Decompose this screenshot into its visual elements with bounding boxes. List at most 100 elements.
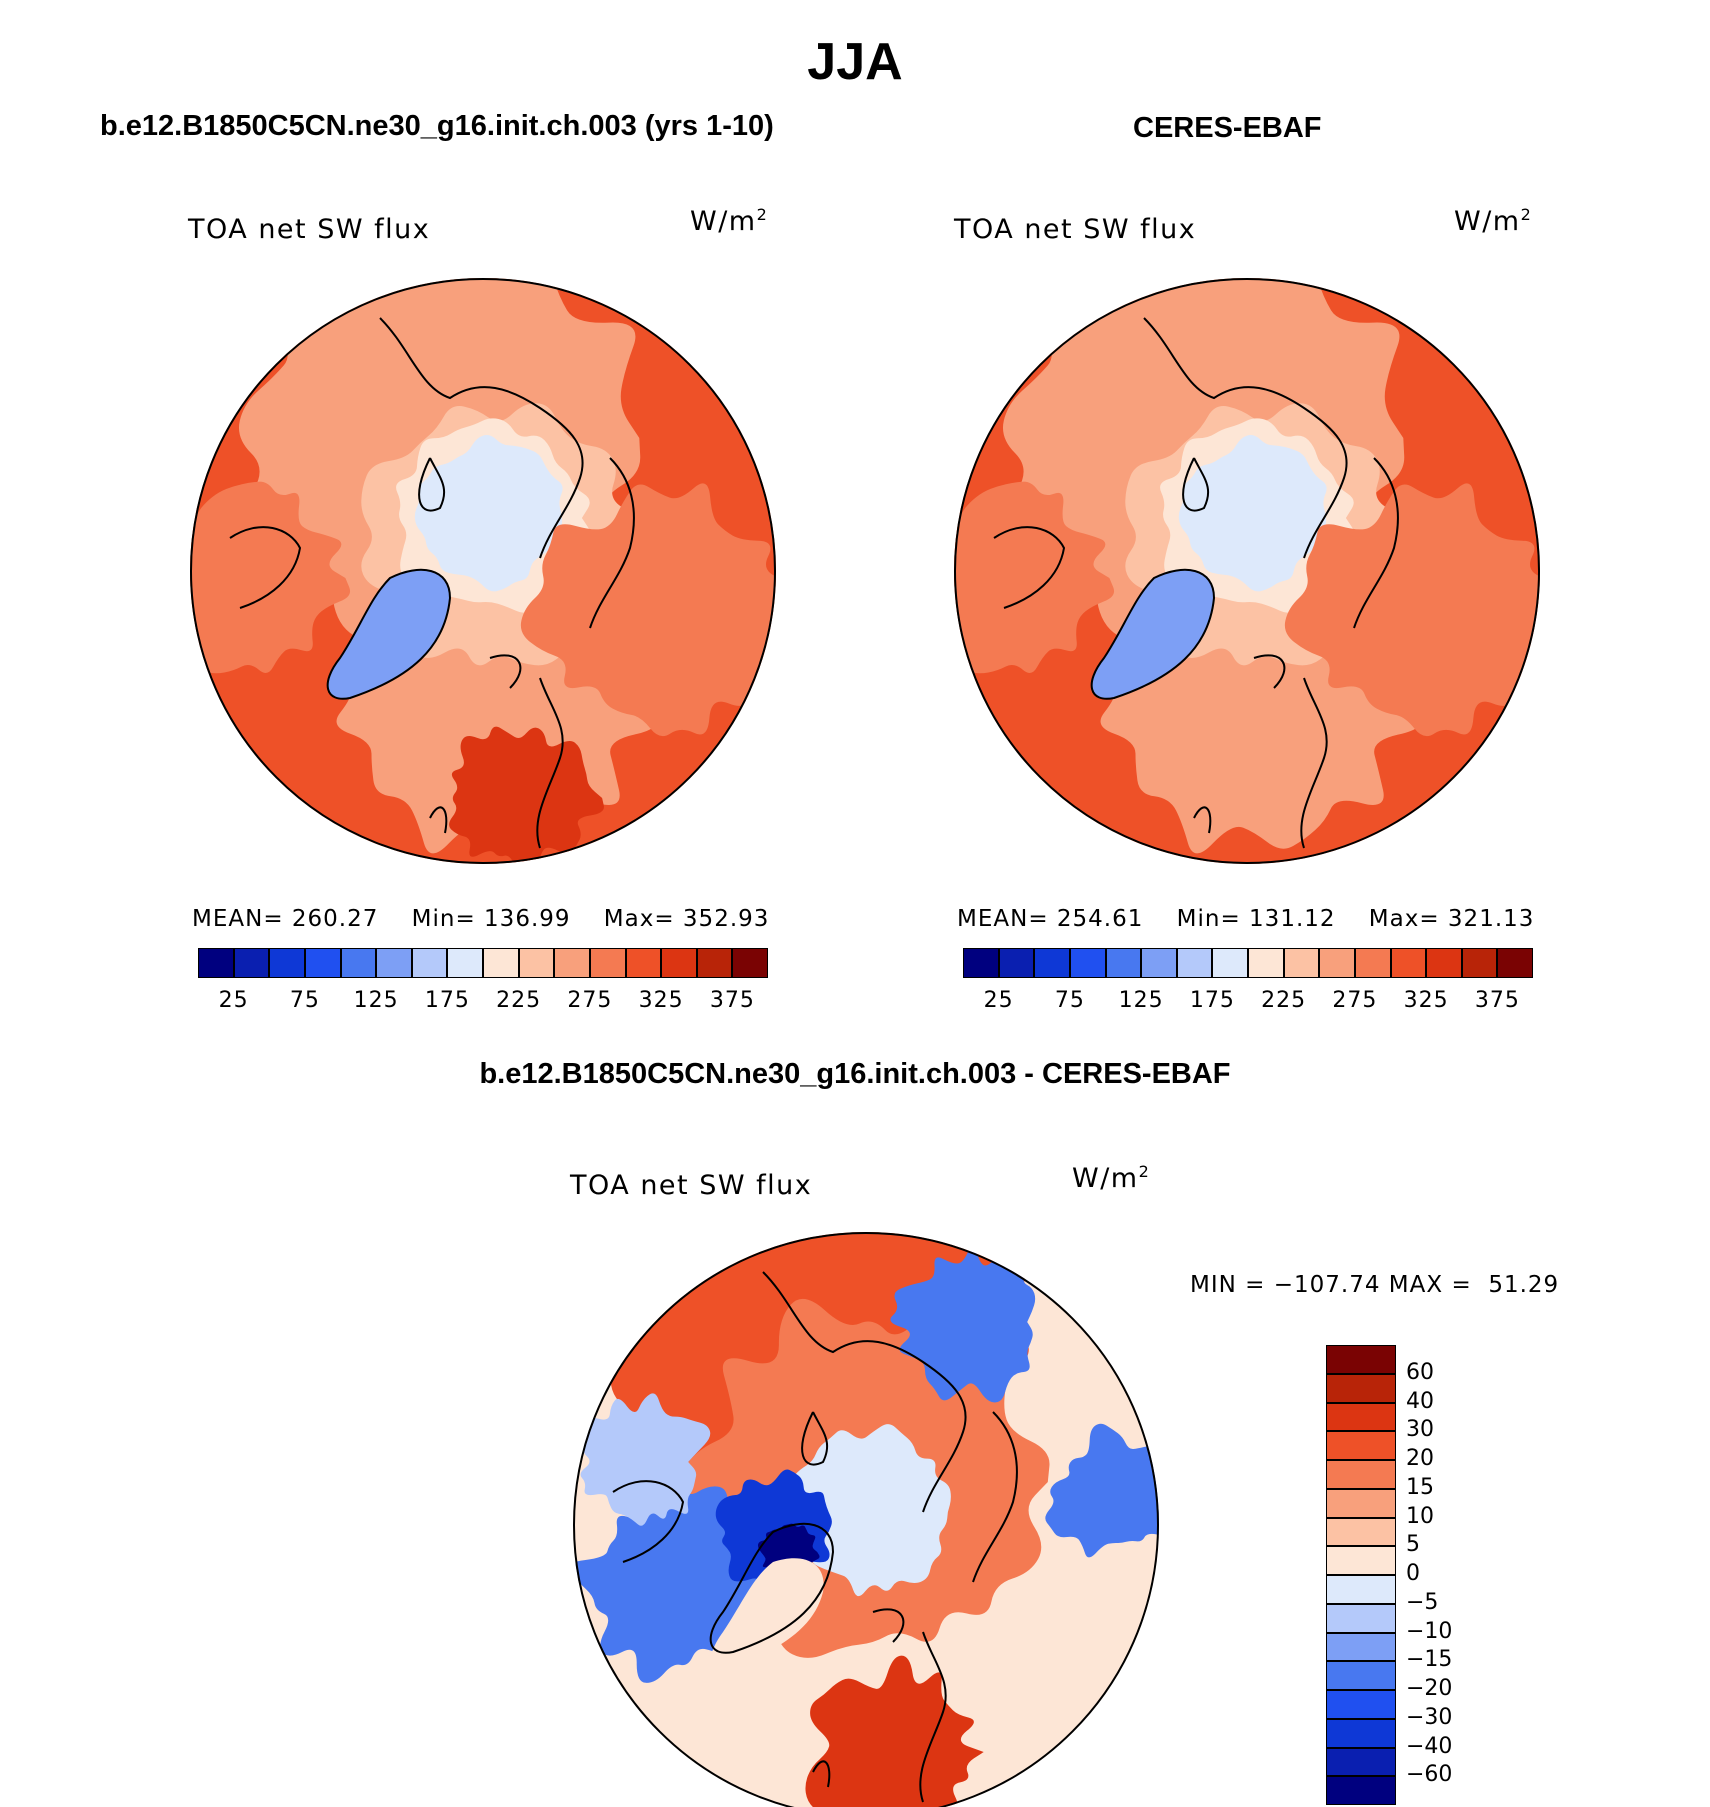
model-variable-label: TOA net SW flux	[188, 214, 431, 245]
obs-max: 321.13	[1447, 906, 1535, 932]
obs-polar-map	[954, 278, 1540, 864]
model-colorbar-box	[376, 948, 412, 978]
coastline-layer	[993, 317, 1399, 849]
obs-colorbar-box	[1390, 948, 1427, 978]
model-colorbar-tick-label: 175	[424, 988, 470, 1013]
diff-colorbar-box	[1326, 1690, 1396, 1719]
coastline	[812, 1760, 831, 1788]
obs-colorbar-tick-label: 375	[1474, 988, 1520, 1013]
obs-min: 131.12	[1249, 906, 1336, 932]
diff-polar-map	[573, 1232, 1159, 1807]
obs-colorbar-tick-label: 25	[983, 988, 1014, 1013]
coastline	[762, 1271, 967, 1513]
diff-colorbar-box	[1326, 1517, 1396, 1547]
diff-colorbar-tick-label: 20	[1406, 1446, 1434, 1471]
diff-colorbar-tick-label: 10	[1406, 1503, 1434, 1529]
greenland-contour	[709, 1558, 824, 1673]
coastline	[1253, 654, 1286, 689]
obs-colorbar-box	[998, 948, 1035, 978]
obs-colorbar-tick-label: 75	[1054, 988, 1085, 1013]
model-polar-map	[190, 278, 776, 864]
diff-colorbar-box	[1326, 1546, 1396, 1575]
model-colorbar-box	[198, 948, 234, 978]
model-colorbar-ticks: 25 75 125 175 225 275 325 375	[198, 988, 768, 1018]
obs-colorbar-box	[963, 948, 999, 978]
obs-mean: 254.61	[1056, 906, 1144, 932]
obs-colorbar-box	[1319, 948, 1355, 978]
greenland-contour	[327, 569, 450, 699]
coastline	[1182, 457, 1210, 512]
obs-stats: MEAN= 254.61 Min= 131.12 Max= 321.13	[957, 906, 1535, 932]
model-colorbar-box	[696, 948, 733, 978]
coastline-layer	[612, 1271, 1018, 1803]
diff-colorbar-box	[1326, 1431, 1396, 1460]
diff-colorbar-tick-label: 30	[1406, 1417, 1434, 1443]
diff-stats: MIN = −107.74 MAX = 51.29	[1190, 1272, 1560, 1298]
coastline	[589, 457, 635, 629]
map-boundary-circle	[954, 278, 1540, 864]
model-colorbar-box	[304, 948, 341, 978]
coastline	[379, 317, 584, 559]
model-colorbar-tick-label: 25	[218, 988, 249, 1013]
obs-colorbar-box	[1069, 948, 1106, 978]
obs-colorbar-ticks: 25 75 125 175 225 275 325 375	[963, 988, 1533, 1018]
diff-colorbar-tick-label: 5	[1406, 1532, 1420, 1558]
map-contour	[1178, 434, 1327, 592]
model-min: 136.99	[484, 906, 571, 932]
coastline	[993, 526, 1066, 609]
diff-max: 51.29	[1488, 1272, 1560, 1298]
diff-colorbar-box	[1326, 1402, 1396, 1432]
diff-colorbar-tick-label: −10	[1406, 1618, 1453, 1644]
model-colorbar-tick-label: 275	[567, 988, 613, 1013]
figure-title: JJA	[807, 33, 903, 91]
coastline	[972, 1411, 1018, 1583]
model-colorbar-box	[625, 948, 662, 978]
obs-panel-title: CERES-EBAF	[1133, 112, 1322, 144]
diff-colorbar-box	[1326, 1575, 1396, 1604]
coastline	[872, 1608, 905, 1643]
obs-colorbar-box	[1354, 948, 1391, 978]
diff-colorbar-box	[1326, 1603, 1396, 1633]
diff-colorbar-box	[1326, 1373, 1396, 1403]
coastline	[1353, 457, 1399, 629]
greenland-coastline	[326, 568, 452, 700]
model-colorbar-tick-label: 125	[353, 988, 399, 1013]
model-colorbar-box	[483, 948, 519, 978]
obs-colorbar-box	[1283, 948, 1320, 978]
coastline	[536, 677, 564, 849]
coastline	[1300, 677, 1328, 849]
diff-panel-title: b.e12.B1850C5CN.ne30_g16.init.ch.003 - C…	[479, 1058, 1231, 1090]
diff-colorbar-tick-label: −30	[1406, 1704, 1453, 1730]
model-units-label: W/m2	[690, 205, 769, 237]
obs-variable-label: TOA net SW flux	[954, 214, 1197, 245]
coastline	[418, 457, 446, 512]
diff-colorbar-box	[1326, 1661, 1396, 1690]
model-colorbar-box	[269, 948, 305, 978]
model-stats: MEAN= 260.27 Min= 136.99 Max= 352.93	[192, 906, 770, 932]
model-colorbar	[198, 948, 768, 978]
obs-colorbar-tick-label: 325	[1403, 988, 1449, 1013]
greenland-coastline	[709, 1522, 835, 1654]
diff-colorbar-tick-label: −5	[1406, 1589, 1439, 1615]
obs-colorbar	[963, 948, 1533, 978]
model-colorbar-box	[233, 948, 270, 978]
model-colorbar-box	[411, 948, 448, 978]
model-colorbar-box	[589, 948, 626, 978]
diff-colorbar-tick-label: 15	[1406, 1474, 1434, 1500]
coastline	[612, 1480, 685, 1563]
obs-colorbar-tick-label: 125	[1118, 988, 1164, 1013]
obs-units-label: W/m2	[1454, 205, 1533, 237]
map-fill-layer	[954, 278, 1540, 864]
model-colorbar-box	[447, 948, 483, 978]
model-colorbar-box	[661, 948, 697, 978]
model-max: 352.93	[682, 906, 770, 932]
diff-colorbar-box	[1326, 1747, 1396, 1777]
coastline	[1143, 317, 1348, 559]
model-colorbar-box	[340, 948, 377, 978]
diff-colorbar-ticks: 60 40 30 20 15 10 5 0 −5 −10 −15 −20 −30 −40 −60	[1406, 1345, 1496, 1805]
obs-colorbar-box	[1248, 948, 1284, 978]
obs-colorbar-box	[1105, 948, 1142, 978]
coastline-layer	[229, 317, 635, 849]
map-contour	[792, 1424, 951, 1597]
coastline	[1193, 806, 1212, 834]
